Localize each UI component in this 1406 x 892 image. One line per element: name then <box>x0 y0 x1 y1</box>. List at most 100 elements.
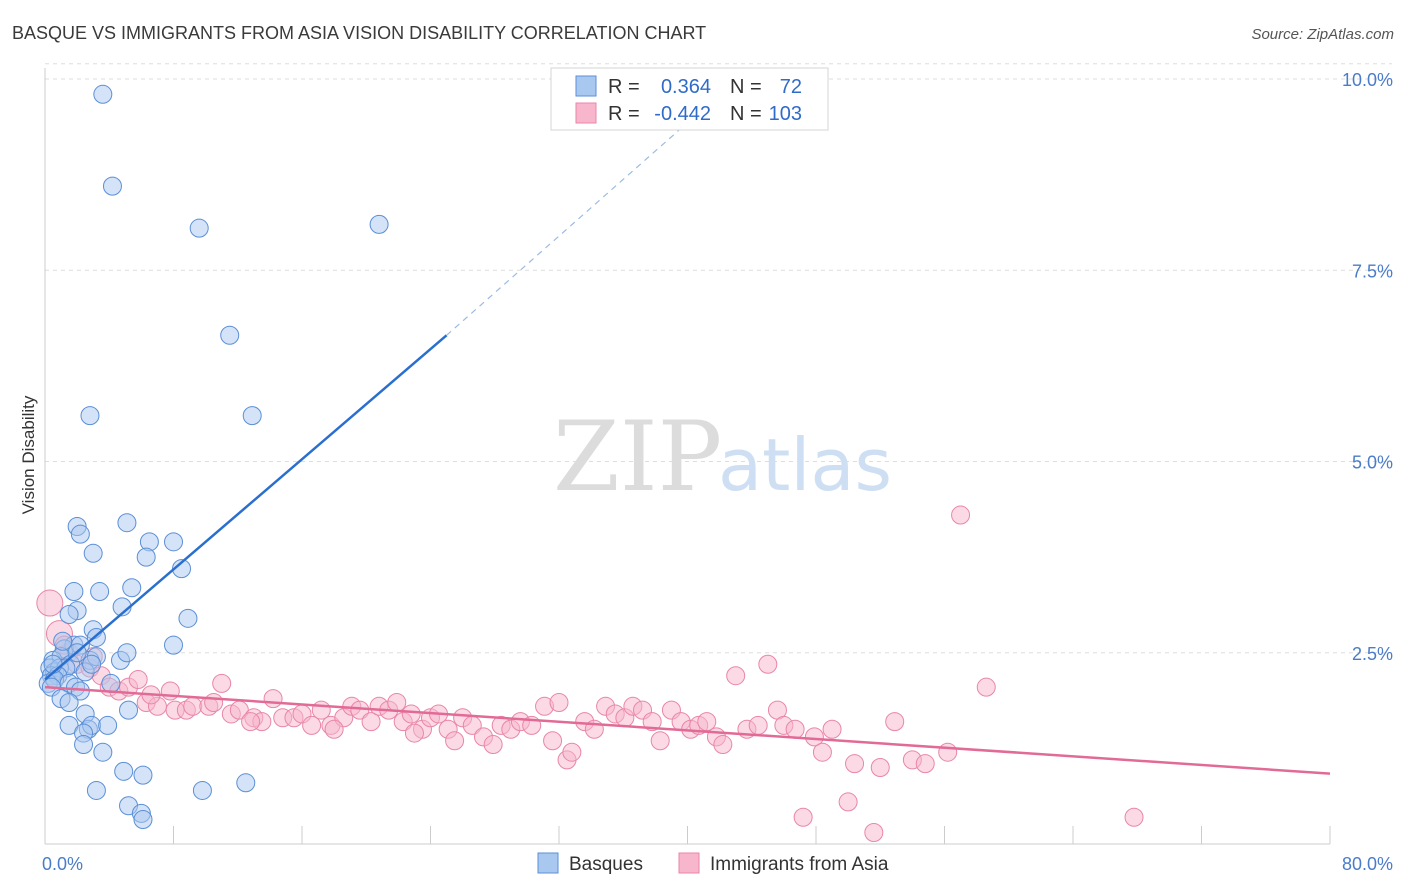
series-basques-points <box>38 84 389 830</box>
basques-point-63 <box>86 780 106 800</box>
asia-point-56 <box>562 742 582 762</box>
legend-r-value-basques: 0.364 <box>661 76 711 98</box>
y-tick-label-2: 7.5% <box>1352 261 1393 281</box>
trend-lines <box>44 93 1331 775</box>
watermark-atlas: atlas <box>718 423 892 507</box>
y-tick-label-0: 2.5% <box>1352 644 1393 664</box>
x-tick-label-max: 80.0% <box>1342 854 1393 874</box>
basques-point-16 <box>90 582 110 602</box>
asia-point-38 <box>401 704 421 724</box>
asia-point-36 <box>387 692 407 712</box>
basques-point-8 <box>117 513 137 533</box>
axes <box>44 68 1331 845</box>
basques-point-68 <box>133 810 153 830</box>
asia-point-81 <box>804 727 824 747</box>
basques-point-49 <box>101 673 121 693</box>
basques-point-15 <box>64 582 84 602</box>
y-tick-label-3: 10.0% <box>1342 70 1393 90</box>
asia-point-33 <box>361 712 381 732</box>
basques-point-52 <box>119 700 139 720</box>
basques-point-5 <box>80 406 100 426</box>
asia-point-27 <box>302 715 322 735</box>
basques-point-59 <box>74 735 94 755</box>
basques-point-13 <box>136 547 156 567</box>
asia-point-53 <box>543 731 563 751</box>
basques-point-34 <box>117 643 137 663</box>
asia-point-17 <box>204 692 224 712</box>
basques-point-70 <box>53 631 73 651</box>
legend-n-value-asia: 103 <box>769 103 802 125</box>
legend-box <box>550 67 829 131</box>
basques-point-21 <box>59 605 79 624</box>
correlation-legend: R = 0.364 N = 72 R = -0.442 N = 103 <box>550 67 829 131</box>
asia-point-91 <box>938 742 958 762</box>
basques-point-61 <box>114 761 134 781</box>
chart-source: Source: ZipAtlas.com <box>1251 26 1394 43</box>
asia-point-84 <box>838 792 858 812</box>
y-tick-labels: 2.5% 5.0% 7.5% 10.0% <box>1342 70 1393 664</box>
y-tick-label-1: 5.0% <box>1352 453 1393 473</box>
basques-point-60 <box>93 742 113 762</box>
trend-line-asia <box>44 685 1331 775</box>
asia-point-93 <box>976 677 996 697</box>
basques-point-11 <box>164 532 183 552</box>
asia-point-28 <box>311 700 331 720</box>
basques-point-6 <box>242 406 262 426</box>
legend-r-label-basques: R = <box>608 76 640 98</box>
asia-point-76 <box>758 654 778 674</box>
asia-point-88 <box>885 712 905 732</box>
basques-point-2 <box>189 218 209 238</box>
legend-swatch-basques <box>575 75 597 97</box>
asia-point-87 <box>870 758 890 777</box>
legend-n-label-basques: N = <box>730 76 762 98</box>
basques-point-25 <box>164 635 183 655</box>
basques-point-51 <box>59 692 79 712</box>
series-legend-label-asia: Immigrants from Asia <box>710 854 889 875</box>
basques-point-69 <box>43 654 63 674</box>
asia-point-83 <box>822 719 842 739</box>
legend-n-label-asia: N = <box>730 103 762 125</box>
asia-point-9 <box>128 670 148 690</box>
basques-point-20 <box>178 608 198 628</box>
legend-r-label-asia: R = <box>608 103 640 125</box>
series-legend-swatch-basques <box>537 852 559 874</box>
basques-point-10 <box>139 532 159 552</box>
trend-line-basques-extension <box>446 93 721 336</box>
asia-point-73 <box>726 666 746 686</box>
asia-point-86 <box>864 823 884 843</box>
asia-point-100 <box>404 723 424 743</box>
basques-point-12 <box>83 543 103 563</box>
trend-line-basques <box>44 334 448 681</box>
asia-point-18 <box>212 673 232 693</box>
asia-point-99 <box>324 719 344 739</box>
asia-point-98 <box>241 712 261 732</box>
asia-point-12 <box>160 681 180 701</box>
basques-point-1 <box>102 176 122 196</box>
basques-point-65 <box>236 773 256 793</box>
asia-point-90 <box>915 754 935 774</box>
asia-point-75 <box>748 715 768 735</box>
series-legend: Basques Immigrants from Asia <box>537 852 889 875</box>
asia-point-54 <box>549 692 569 712</box>
asia-point-43 <box>445 731 465 751</box>
chart-title: BASQUE VS IMMIGRANTS FROM ASIA VISION DI… <box>12 23 706 43</box>
asia-point-64 <box>642 712 662 732</box>
series-legend-swatch-asia <box>678 852 700 874</box>
asia-point-85 <box>845 754 865 774</box>
asia-point-79 <box>785 719 805 739</box>
asia-point-92 <box>951 505 971 525</box>
basques-point-45 <box>82 654 102 674</box>
x-tick-label-min: 0.0% <box>42 854 83 874</box>
basques-point-64 <box>192 780 212 800</box>
asia-point-15 <box>183 696 203 716</box>
y-axis-label: Vision Disability <box>19 395 38 514</box>
asia-point-94 <box>1124 807 1144 827</box>
legend-n-value-basques: 72 <box>780 76 802 98</box>
basques-point-17 <box>122 578 142 598</box>
asia-point-80 <box>793 807 813 827</box>
asia-point-47 <box>483 735 503 755</box>
series-legend-label-basques: Basques <box>569 854 643 875</box>
asia-point-82 <box>812 742 832 762</box>
asia-point-70 <box>697 712 717 732</box>
watermark-zip: ZIP <box>553 401 722 513</box>
